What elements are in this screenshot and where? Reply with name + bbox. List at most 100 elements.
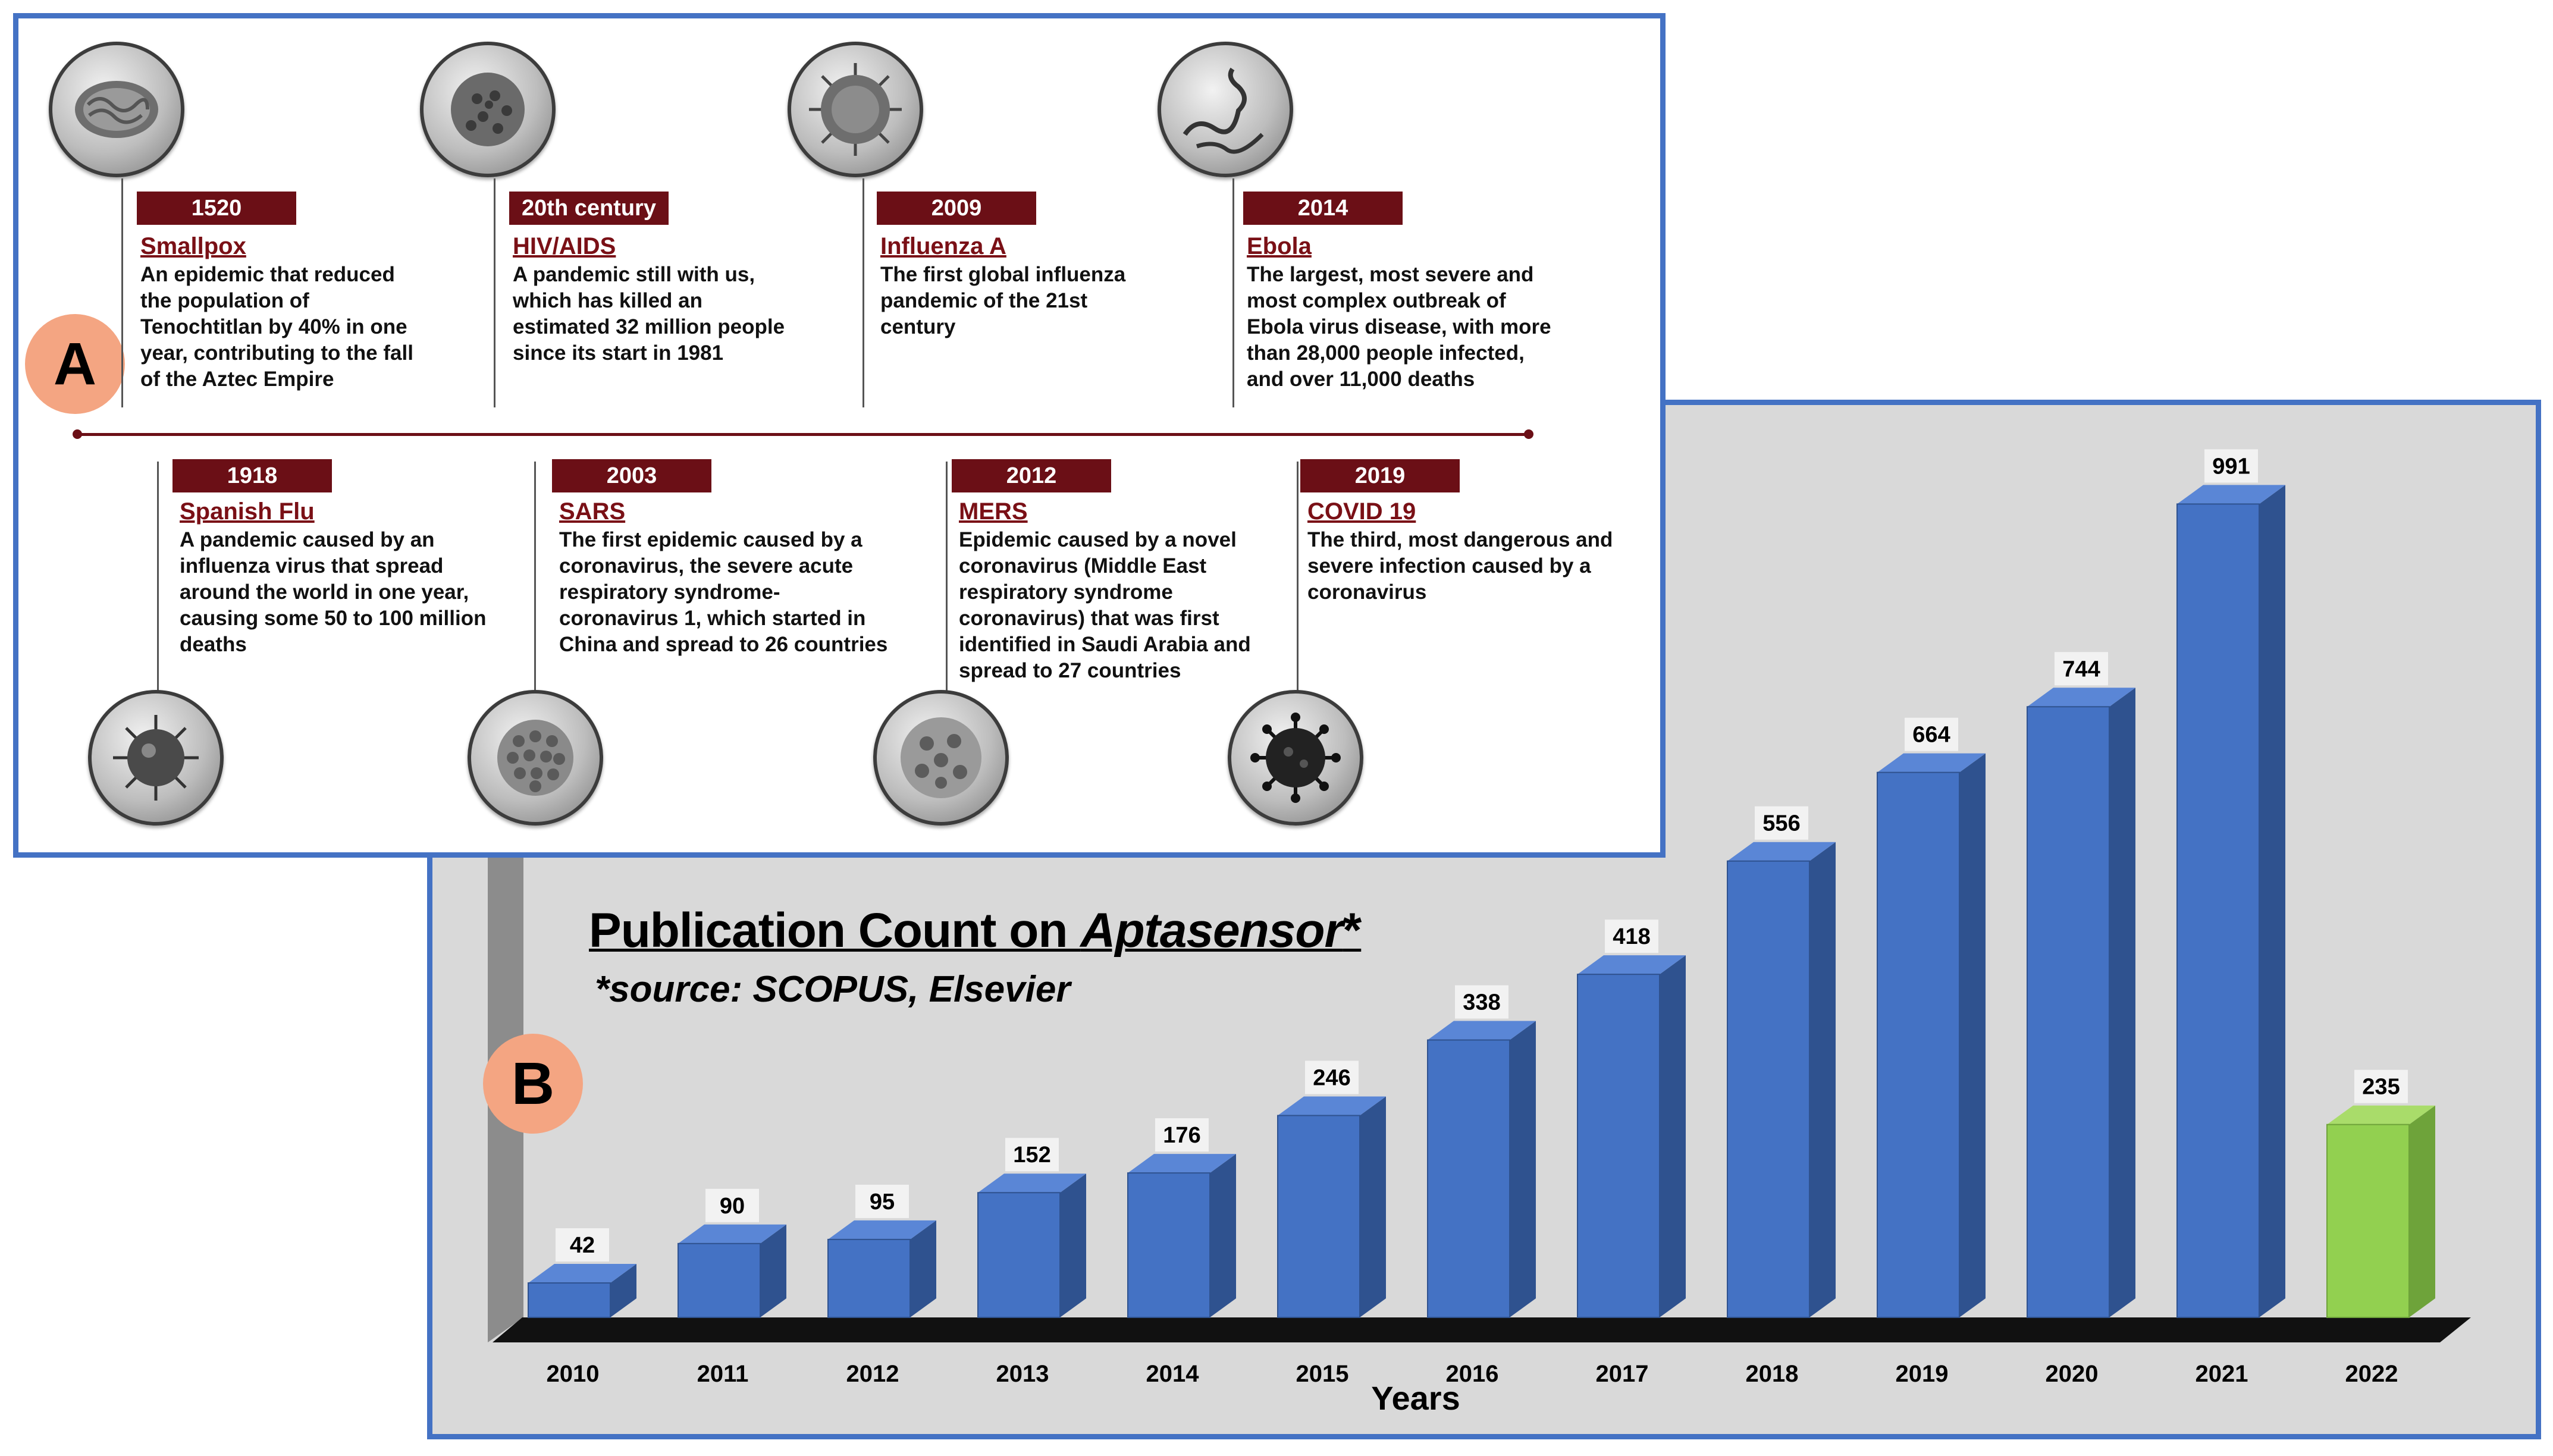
x-axis-label: Years bbox=[1371, 1379, 1460, 1417]
smallpox-virus-icon bbox=[49, 42, 184, 177]
x-tick-label: 2021 bbox=[2196, 1361, 2248, 1387]
x-tick-label: 2018 bbox=[1746, 1361, 1799, 1387]
data-label: 991 bbox=[2212, 454, 2250, 479]
connector-line bbox=[1297, 462, 1299, 694]
event-year-badge: 20th century bbox=[509, 192, 669, 225]
x-tick-label: 2011 bbox=[697, 1361, 749, 1387]
chart-subtitle: *source: SCOPUS, Elsevier bbox=[595, 969, 1071, 1010]
event-year-badge: 2012 bbox=[952, 459, 1111, 492]
bar-top bbox=[1727, 842, 1836, 861]
event-description: An epidemic that reduced the population … bbox=[140, 263, 413, 391]
event-year-badge: 2009 bbox=[877, 192, 1036, 225]
bar-top bbox=[828, 1220, 936, 1240]
bar-side bbox=[610, 1264, 636, 1317]
bar bbox=[2027, 706, 2110, 1318]
bar-top bbox=[2327, 1105, 2435, 1125]
x-tick-label: 2019 bbox=[1896, 1361, 1949, 1387]
x-tick-label: 2016 bbox=[1446, 1361, 1499, 1387]
event-description: The largest, most severe and most comple… bbox=[1247, 263, 1551, 391]
connector-line bbox=[157, 462, 159, 694]
x-tick-label: 2022 bbox=[2345, 1361, 2398, 1387]
event-description: The third, most dangerous and severe inf… bbox=[1307, 528, 1613, 604]
event-title[interactable]: Influenza A bbox=[880, 233, 1006, 259]
event-title[interactable]: MERS bbox=[959, 498, 1028, 525]
event-year-badge: 2003 bbox=[552, 459, 711, 492]
x-tick-label: 2017 bbox=[1596, 1361, 1649, 1387]
data-label-box bbox=[1005, 1138, 1059, 1172]
bar-side bbox=[1959, 753, 1986, 1317]
ebola-virus-icon bbox=[1158, 42, 1293, 177]
data-label: 176 bbox=[1163, 1123, 1200, 1148]
event-description: A pandemic caused by an influenza virus … bbox=[180, 528, 487, 656]
bar-top bbox=[2177, 485, 2285, 504]
bar bbox=[977, 1192, 1061, 1318]
bar bbox=[1577, 974, 1660, 1319]
connector-line bbox=[121, 178, 123, 407]
hiv-virus-icon bbox=[420, 42, 556, 177]
connector-line bbox=[946, 462, 948, 694]
sars-virus-icon bbox=[468, 690, 603, 826]
bar-side bbox=[1360, 1096, 1386, 1317]
bar bbox=[1127, 1172, 1210, 1318]
panel-label-a: A bbox=[25, 314, 125, 414]
data-label-box bbox=[1155, 1118, 1209, 1152]
connector-line bbox=[534, 462, 536, 694]
event-title[interactable]: HIV/AIDS bbox=[513, 233, 616, 259]
covid-virus-icon bbox=[1228, 690, 1363, 826]
bar-top bbox=[1128, 1154, 1236, 1173]
event-description: Epidemic caused by a novel coronavirus (… bbox=[959, 528, 1251, 682]
event-title[interactable]: Ebola bbox=[1247, 233, 1312, 259]
data-label: 744 bbox=[2062, 657, 2100, 682]
data-label-box bbox=[1905, 717, 1958, 751]
data-label: 95 bbox=[870, 1190, 895, 1215]
mers-virus-icon bbox=[873, 690, 1009, 826]
data-label: 556 bbox=[1762, 811, 1800, 836]
data-label-box bbox=[1755, 806, 1808, 840]
data-label: 42 bbox=[570, 1233, 595, 1258]
connector-line bbox=[862, 178, 864, 407]
chart-title: Publication Count on Aptasensor* bbox=[589, 903, 1362, 958]
bar-top bbox=[528, 1264, 636, 1284]
x-tick-label: 2014 bbox=[1146, 1361, 1200, 1387]
timeline-axis bbox=[77, 433, 1529, 436]
bar bbox=[528, 1282, 611, 1319]
bar bbox=[1877, 771, 1960, 1319]
event-description: The first global influenza pandemic of t… bbox=[880, 263, 1126, 338]
bar-top bbox=[1428, 1021, 1536, 1040]
event-year-badge: 1918 bbox=[172, 459, 332, 492]
x-tick-label: 2012 bbox=[846, 1361, 899, 1387]
data-label-box bbox=[855, 1184, 909, 1218]
timeline-start-dot bbox=[73, 429, 82, 439]
spanish-flu-virus-icon bbox=[88, 690, 224, 826]
data-label-box bbox=[556, 1228, 609, 1262]
bar-top bbox=[1877, 753, 1986, 773]
bar bbox=[1277, 1115, 1360, 1319]
bar-top bbox=[1278, 1096, 1386, 1116]
data-label: 152 bbox=[1013, 1143, 1050, 1168]
data-label: 664 bbox=[1912, 723, 1950, 748]
bar-side bbox=[2259, 485, 2285, 1318]
event-title[interactable]: Spanish Flu bbox=[180, 498, 315, 525]
bar-side bbox=[1210, 1154, 1236, 1317]
influenza-virus-icon bbox=[788, 42, 923, 177]
data-label-box bbox=[1305, 1060, 1359, 1094]
bar bbox=[1427, 1039, 1510, 1319]
bar-top bbox=[1577, 955, 1686, 975]
bar-side bbox=[910, 1220, 936, 1317]
bar-side bbox=[1660, 955, 1686, 1317]
bar bbox=[2176, 503, 2260, 1318]
bar-side bbox=[2409, 1105, 2435, 1317]
data-label-box bbox=[2055, 652, 2108, 686]
data-label-box bbox=[2354, 1069, 2408, 1103]
bar-top bbox=[2027, 688, 2135, 707]
data-label: 338 bbox=[1463, 990, 1500, 1015]
connector-line bbox=[494, 178, 495, 407]
chart-floor bbox=[493, 1317, 2471, 1342]
x-tick-label: 2015 bbox=[1296, 1361, 1349, 1387]
event-title[interactable]: SARS bbox=[559, 498, 626, 525]
event-year-badge: 1520 bbox=[137, 192, 296, 225]
event-title[interactable]: Smallpox bbox=[140, 233, 246, 259]
event-title[interactable]: COVID 19 bbox=[1307, 498, 1416, 525]
connector-line bbox=[1232, 178, 1234, 407]
